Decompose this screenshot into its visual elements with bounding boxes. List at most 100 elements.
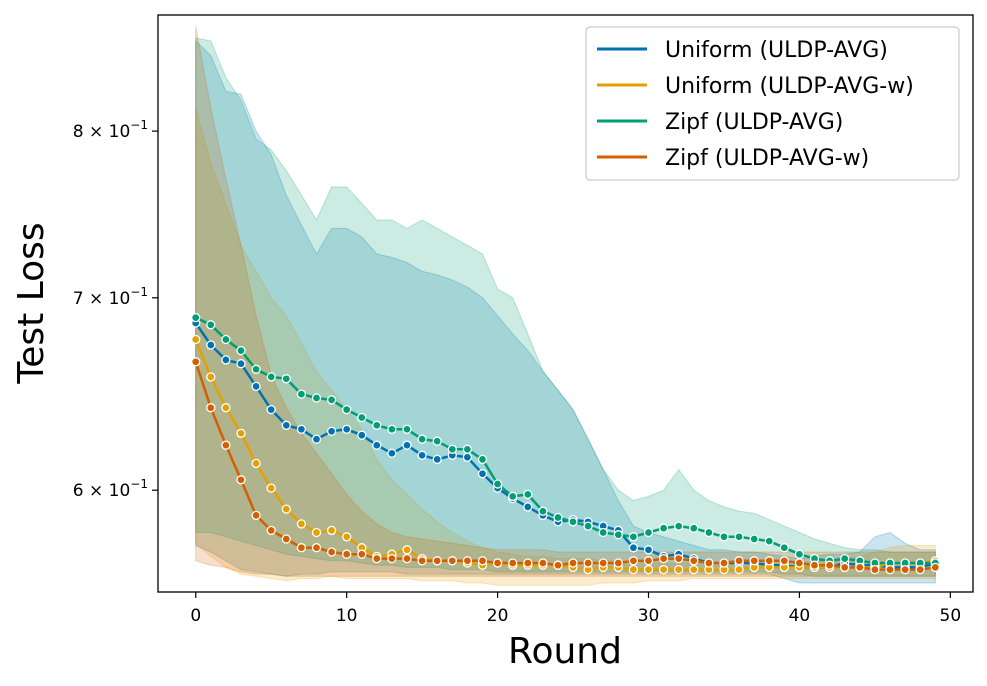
- series-0-point: [357, 430, 367, 440]
- series-2-point: [794, 549, 805, 559]
- legend: Uniform (ULDP-AVG) Uniform (ULDP-AVG-w) Zi…: [585, 26, 960, 181]
- series-0-point: [326, 426, 337, 436]
- series-2-point: [689, 523, 699, 533]
- series-2-point: [311, 393, 322, 403]
- legend-label: Zipf (ULDP-AVG-w): [665, 146, 869, 171]
- series-0-point: [643, 545, 654, 555]
- series-3-point: [191, 357, 201, 367]
- series-3-point: [523, 558, 533, 568]
- series-1-point: [206, 372, 216, 382]
- series-1-point: [221, 403, 231, 413]
- series-3-point: [764, 556, 774, 566]
- series-2-point: [734, 532, 744, 542]
- series-3-point: [643, 556, 654, 566]
- series-2-band: [195, 37, 936, 577]
- legend-frame: [585, 26, 960, 181]
- series-0-point: [342, 424, 352, 434]
- series-1-point: [402, 545, 412, 555]
- series-3-point: [387, 553, 397, 564]
- series-3-point: [492, 558, 503, 568]
- series-2-point: [251, 364, 261, 374]
- series-3-point: [613, 558, 623, 568]
- series-2-point: [674, 521, 684, 531]
- x-tick-label: 10: [336, 606, 358, 626]
- plot-frame: [157, 14, 974, 593]
- series-3-point: [598, 558, 608, 568]
- series-3-point: [870, 564, 880, 575]
- series-0-point: [432, 454, 442, 465]
- x-tick-label: 0: [190, 606, 201, 626]
- series-2-point: [417, 434, 427, 444]
- series-2-point: [221, 334, 231, 345]
- series-2-point: [266, 372, 276, 382]
- series-3-point: [326, 547, 337, 557]
- series-2-point: [719, 532, 729, 542]
- series-3-point: [885, 564, 895, 575]
- series-2-point: [357, 412, 367, 423]
- series-2-point: [568, 517, 578, 527]
- series-3-point: [689, 556, 699, 566]
- series-3-point: [583, 558, 593, 568]
- series-2-point: [658, 523, 669, 533]
- y-axis-ticks: 6 × 10−1 7 × 10−1 8 × 10−1: [73, 118, 158, 501]
- series-2-point: [342, 404, 352, 415]
- series-1-point: [266, 483, 276, 493]
- series-3-point: [749, 556, 759, 566]
- series-2-point: [432, 436, 442, 446]
- series-0-point: [206, 340, 216, 350]
- series-3-point: [930, 562, 940, 573]
- series-2-point: [477, 454, 488, 465]
- series-1-point: [191, 334, 201, 345]
- series-2-point: [206, 320, 216, 330]
- series-3-point: [628, 556, 639, 566]
- legend-label: Uniform (ULDP-AVG): [665, 38, 888, 63]
- series-3-point: [432, 556, 442, 566]
- series-1-point: [658, 564, 669, 575]
- y-tick-label: 7 × 10−1: [73, 285, 148, 309]
- series-2-point: [492, 479, 503, 489]
- series-1-point: [674, 564, 684, 575]
- series-2-point: [840, 553, 850, 564]
- series-3-point: [402, 553, 412, 564]
- series-0-point: [462, 452, 473, 462]
- series-0-point: [417, 450, 427, 460]
- series-3-point: [568, 558, 578, 568]
- series-3-point: [855, 562, 865, 573]
- series-3-point: [477, 556, 488, 566]
- series-1-point: [281, 504, 291, 514]
- series-2-point: [764, 536, 774, 546]
- series-2-point: [538, 506, 548, 516]
- series-2-point: [523, 489, 533, 500]
- series-3-point: [357, 549, 367, 559]
- series-2-point: [598, 527, 608, 538]
- series-3-band: [195, 26, 936, 577]
- series-1-band: [195, 107, 936, 586]
- series-3-point: [915, 564, 925, 575]
- series-1-point: [689, 564, 699, 575]
- series-0-point: [372, 440, 382, 450]
- series-2-point: [326, 395, 337, 405]
- series-1-point: [734, 564, 744, 575]
- series-3-point: [674, 553, 684, 564]
- series-2-point: [643, 527, 654, 538]
- x-tick-label: 50: [940, 606, 962, 626]
- series-2-point: [402, 424, 412, 434]
- series-3-point: [779, 556, 789, 566]
- series-3-point: [824, 560, 835, 570]
- series-2-point: [236, 345, 246, 356]
- series-0-point: [387, 448, 397, 458]
- series-2-point: [628, 532, 639, 542]
- y-tick-label: 6 × 10−1: [73, 477, 148, 501]
- series-0-point: [296, 424, 307, 434]
- x-tick-label: 20: [487, 606, 509, 626]
- series-2-point: [281, 374, 291, 384]
- x-tick-label: 40: [789, 606, 811, 626]
- series-0-point: [266, 404, 276, 415]
- series-1-point: [236, 428, 246, 438]
- series-0-point: [311, 434, 322, 444]
- series-2-point: [583, 521, 593, 531]
- series-1-point: [326, 525, 337, 536]
- series-3-point: [417, 556, 427, 566]
- series-3-point: [251, 510, 261, 521]
- series-markers: [191, 312, 940, 575]
